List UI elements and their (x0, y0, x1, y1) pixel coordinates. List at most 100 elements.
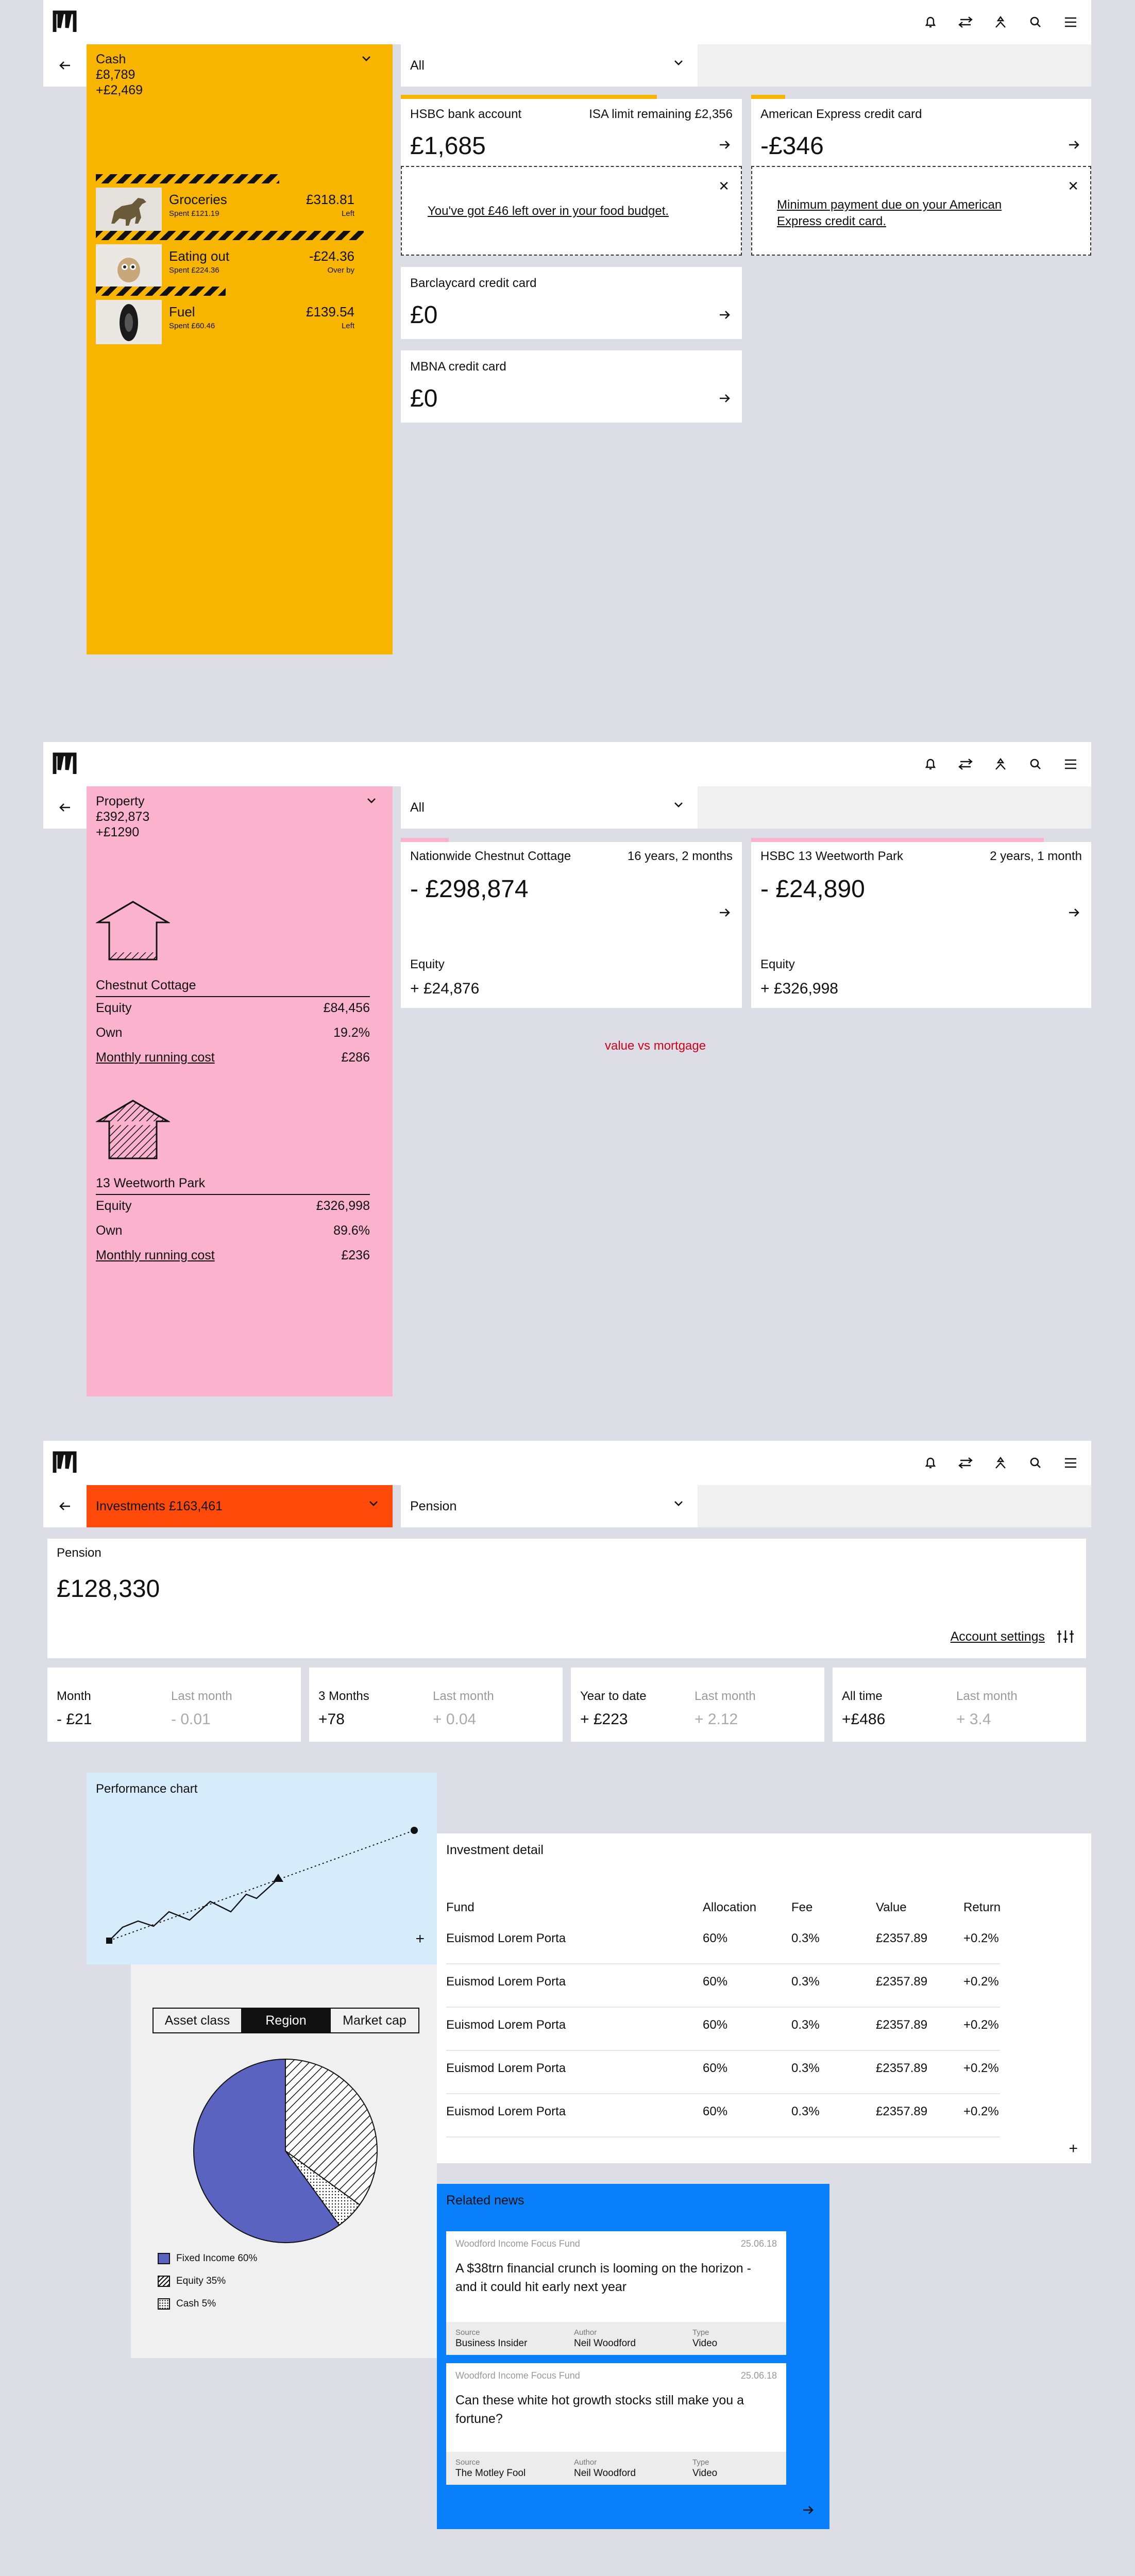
transfer-icon[interactable] (955, 754, 976, 775)
news-type-value: Video (692, 2338, 718, 2349)
legend-label: Equity 35% (176, 2276, 226, 2286)
add-icon[interactable]: + (415, 1930, 425, 1947)
filter-select[interactable]: All (401, 786, 698, 829)
tab-market-cap[interactable]: Market cap (330, 2008, 419, 2033)
menu-icon[interactable] (1060, 1453, 1081, 1473)
account-card-mbna[interactable]: MBNA credit card £0 (401, 350, 742, 423)
cash-title[interactable]: Cash (96, 52, 126, 66)
search-icon[interactable] (1025, 754, 1046, 775)
chevron-down-icon[interactable] (367, 798, 376, 804)
fund-fee: 0.3% (791, 1931, 820, 1945)
category-select[interactable]: Investments £163,461 (87, 1485, 393, 1527)
progress-track (751, 95, 1091, 99)
annotation-text: value vs mortgage (605, 1039, 706, 1053)
stat-period: Year to date (580, 1689, 647, 1703)
bell-icon[interactable] (920, 754, 941, 775)
property-title[interactable]: Property (96, 794, 145, 809)
arrow-right-icon[interactable] (719, 310, 731, 319)
news-source: Source The Motley Fool (455, 2458, 526, 2479)
chevron-down-icon (369, 1501, 378, 1506)
owl-cup-image (96, 244, 162, 289)
arrow-right-icon[interactable] (1069, 140, 1080, 149)
budget-item-eating-out[interactable]: Eating out Spent £224.36 -£24.36 Over by (87, 231, 391, 298)
news-headline: A $38trn financial crunch is looming on … (455, 2261, 751, 2294)
table-row[interactable]: Euismod Lorem Porta 60% 0.3% £2357.89 +0.2% (446, 2051, 1000, 2094)
table-row[interactable]: Euismod Lorem Porta 60% 0.3% £2357.89 +0.2% (446, 2094, 1000, 2137)
mortgage-term: 2 years, 1 month (990, 849, 1082, 863)
notice-link[interactable]: Minimum payment due on your American Exp… (777, 198, 1002, 228)
running-cost-link[interactable]: Monthly running cost (96, 1050, 215, 1065)
account-card-amex[interactable]: American Express credit card -£346 (751, 95, 1091, 166)
close-icon[interactable]: ✕ (1068, 178, 1079, 194)
news-card[interactable]: Woodford Income Focus Fund 25.06.18 Can … (446, 2363, 786, 2485)
performance-panel: Performance chart + (87, 1773, 437, 1964)
category-value: Investments £163,461 (96, 1499, 223, 1513)
mortgage-card-nationwide[interactable]: Nationwide Chestnut Cottage 16 years, 2 … (401, 838, 742, 1008)
logo-icon[interactable] (53, 751, 78, 777)
bell-icon[interactable] (920, 12, 941, 32)
back-button[interactable] (43, 786, 87, 829)
back-button[interactable] (43, 44, 87, 87)
cash-change: +£2,469 (96, 83, 143, 97)
filter-bar-spacer (698, 786, 1091, 829)
search-icon[interactable] (1025, 12, 1046, 32)
own-row: Own 89.6% (96, 1223, 370, 1238)
profile-icon[interactable] (990, 1453, 1011, 1473)
news-headline: Can these white hot growth stocks still … (455, 2393, 744, 2426)
budget-item-fuel[interactable]: Fuel Spent £60.46 £139.54 Left (87, 287, 391, 353)
back-button[interactable] (43, 1485, 87, 1527)
arrow-right-icon[interactable] (719, 394, 731, 403)
transfer-icon[interactable] (955, 12, 976, 32)
tab-asset-class[interactable]: Asset class (153, 2008, 242, 2033)
arrow-right-icon[interactable] (719, 140, 731, 149)
transfer-icon[interactable] (955, 1453, 976, 1473)
arrow-right-icon[interactable] (803, 2505, 814, 2515)
table-row[interactable]: Euismod Lorem Porta 60% 0.3% £2357.89 +0.2% (446, 1921, 1000, 1964)
profile-icon[interactable] (990, 12, 1011, 32)
stat-value: - £21 (57, 1711, 92, 1728)
notice-food-budget: You've got £46 left over in your food bu… (401, 166, 742, 256)
news-card[interactable]: Woodford Income Focus Fund 25.06.18 A $3… (446, 2231, 786, 2355)
logo-icon[interactable] (53, 1450, 78, 1476)
menu-icon[interactable] (1060, 754, 1081, 775)
table-row[interactable]: Euismod Lorem Porta 60% 0.3% £2357.89 +0.2% (446, 2008, 1000, 2051)
mortgage-name: HSBC 13 Weetworth Park (760, 849, 903, 863)
table-row[interactable]: Euismod Lorem Porta 60% 0.3% £2357.89 +0.2% (446, 1964, 1000, 2008)
arrow-right-icon[interactable] (719, 908, 731, 917)
bell-icon[interactable] (920, 1453, 941, 1473)
account-select[interactable]: Pension (401, 1485, 698, 1527)
news-fund: Woodford Income Focus Fund (455, 2238, 580, 2249)
news-author-value: Neil Woodford (574, 2338, 636, 2349)
budget-amount: £318.81 (306, 192, 354, 207)
logo-icon[interactable] (53, 9, 78, 35)
mortgage-card-hsbc[interactable]: HSBC 13 Weetworth Park 2 years, 1 month … (751, 838, 1091, 1008)
sliders-icon[interactable] (1056, 1629, 1075, 1644)
own-value: 89.6% (333, 1223, 370, 1238)
account-card-hsbc[interactable]: HSBC bank account ISA limit remaining £2… (401, 95, 742, 166)
chevron-down-icon[interactable] (362, 56, 371, 62)
account-card-barclaycard[interactable]: Barclaycard credit card £0 (401, 267, 742, 339)
profile-icon[interactable] (990, 754, 1011, 775)
search-icon[interactable] (1025, 1453, 1046, 1473)
budget-item-groceries[interactable]: Groceries Spent £121.19 £318.81 Left (87, 174, 391, 241)
arrow-right-icon[interactable] (1069, 908, 1080, 917)
news-author: Author Neil Woodford (574, 2458, 636, 2479)
close-icon[interactable]: ✕ (718, 178, 730, 194)
stat-card-year-to-date: Year to date Last month + £223 + 2.12 (571, 1668, 824, 1742)
running-cost-row: Monthly running cost £236 (96, 1248, 370, 1263)
running-cost-link[interactable]: Monthly running cost (96, 1248, 215, 1262)
tab-region[interactable]: Region (241, 2008, 331, 2033)
equity-value: £84,456 (323, 1001, 370, 1015)
legend-fixed-income: Fixed Income 60% (158, 2253, 257, 2264)
account-amount: £1,685 (410, 132, 486, 160)
stat-compare-label: Last month (171, 1689, 232, 1703)
account-settings-link[interactable]: Account settings (950, 1629, 1045, 1644)
filter-select[interactable]: All (401, 44, 698, 87)
notice-link[interactable]: You've got £46 left over in your food bu… (428, 204, 669, 218)
menu-icon[interactable] (1060, 12, 1081, 32)
equity-value: + £24,876 (410, 980, 480, 997)
fund-value: £2357.89 (876, 1931, 928, 1945)
related-news-panel: Related news Woodford Income Focus Fund … (437, 2184, 829, 2529)
start-marker (106, 1938, 112, 1944)
mortgage-term: 16 years, 2 months (627, 849, 733, 863)
